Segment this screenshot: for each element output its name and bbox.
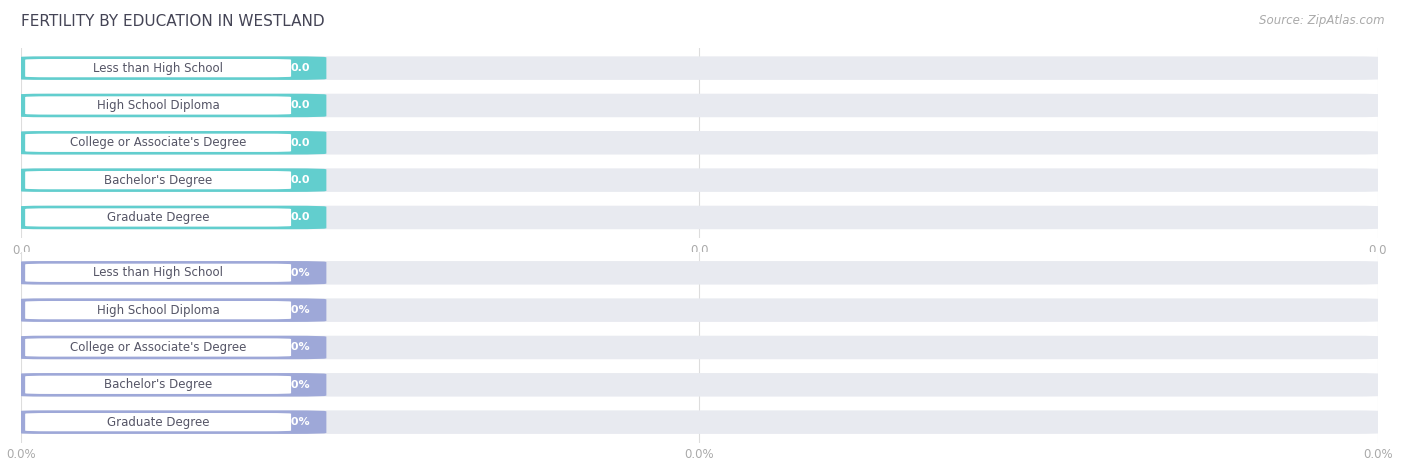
FancyBboxPatch shape [25, 301, 291, 319]
FancyBboxPatch shape [14, 169, 1385, 192]
FancyBboxPatch shape [14, 206, 1385, 229]
FancyBboxPatch shape [14, 94, 326, 117]
Text: 0.0%: 0.0% [280, 268, 311, 278]
FancyBboxPatch shape [14, 336, 1385, 359]
FancyBboxPatch shape [14, 131, 326, 155]
Text: High School Diploma: High School Diploma [97, 99, 219, 112]
FancyBboxPatch shape [25, 376, 291, 394]
Text: 0.0: 0.0 [291, 63, 311, 73]
FancyBboxPatch shape [14, 169, 326, 192]
FancyBboxPatch shape [25, 96, 291, 115]
Text: College or Associate's Degree: College or Associate's Degree [70, 341, 246, 354]
FancyBboxPatch shape [25, 338, 291, 357]
FancyBboxPatch shape [14, 56, 326, 80]
FancyBboxPatch shape [14, 261, 1385, 285]
Text: 0.0: 0.0 [291, 100, 311, 110]
FancyBboxPatch shape [14, 336, 326, 359]
Text: Graduate Degree: Graduate Degree [107, 211, 209, 224]
FancyBboxPatch shape [14, 261, 326, 285]
Text: Graduate Degree: Graduate Degree [107, 416, 209, 429]
FancyBboxPatch shape [14, 206, 326, 229]
Text: 0.0: 0.0 [291, 212, 311, 222]
FancyBboxPatch shape [25, 59, 291, 77]
Text: 0.0: 0.0 [291, 138, 311, 148]
FancyBboxPatch shape [14, 373, 326, 397]
FancyBboxPatch shape [14, 410, 1385, 434]
Text: College or Associate's Degree: College or Associate's Degree [70, 136, 246, 149]
FancyBboxPatch shape [14, 373, 1385, 397]
FancyBboxPatch shape [25, 208, 291, 227]
Text: Source: ZipAtlas.com: Source: ZipAtlas.com [1260, 14, 1385, 27]
FancyBboxPatch shape [14, 298, 326, 322]
Text: 0.0%: 0.0% [280, 305, 311, 315]
FancyBboxPatch shape [14, 94, 1385, 117]
Text: Less than High School: Less than High School [93, 61, 224, 75]
FancyBboxPatch shape [14, 410, 326, 434]
FancyBboxPatch shape [25, 171, 291, 189]
Text: 0.0: 0.0 [291, 175, 311, 185]
FancyBboxPatch shape [25, 413, 291, 431]
Text: 0.0%: 0.0% [280, 417, 311, 427]
FancyBboxPatch shape [14, 56, 1385, 80]
FancyBboxPatch shape [25, 264, 291, 282]
FancyBboxPatch shape [25, 134, 291, 152]
Text: FERTILITY BY EDUCATION IN WESTLAND: FERTILITY BY EDUCATION IN WESTLAND [21, 14, 325, 30]
Text: Bachelor's Degree: Bachelor's Degree [104, 378, 212, 391]
Text: 0.0%: 0.0% [280, 380, 311, 390]
Text: Less than High School: Less than High School [93, 266, 224, 279]
Text: Bachelor's Degree: Bachelor's Degree [104, 174, 212, 187]
Text: High School Diploma: High School Diploma [97, 304, 219, 317]
Text: 0.0%: 0.0% [280, 342, 311, 353]
FancyBboxPatch shape [14, 131, 1385, 155]
FancyBboxPatch shape [14, 298, 1385, 322]
